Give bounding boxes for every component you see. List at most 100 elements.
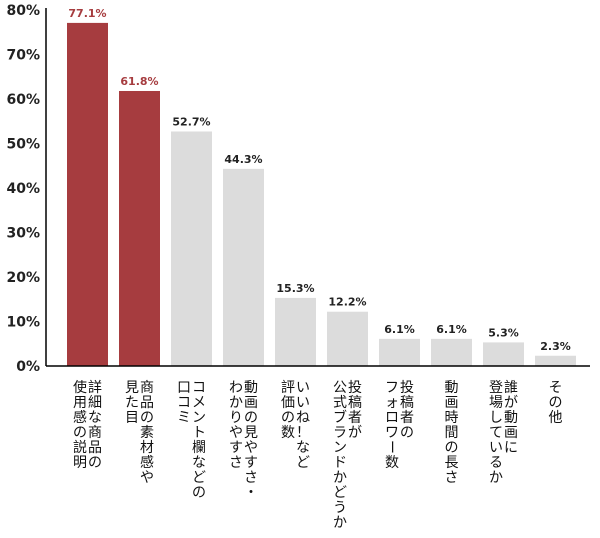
category-label-char: す (244, 455, 258, 471)
category-label-char: 商 (88, 425, 102, 441)
category-label-char: 者 (400, 410, 414, 426)
bar (275, 297, 316, 366)
category-label-char: 動 (244, 380, 258, 396)
category-label-char: な (88, 410, 102, 426)
category-label-char: 動 (504, 410, 518, 426)
category-label-char: 感 (73, 409, 87, 426)
category-label-char: た (125, 395, 139, 411)
category-label-char: の (549, 395, 563, 411)
category-label-char: 材 (140, 440, 154, 456)
data-label: 15.3% (276, 282, 314, 295)
category-label-char: い (296, 380, 310, 396)
category-label-char: ど (296, 455, 310, 471)
category-label-char: 画 (244, 395, 258, 411)
category-label-char: 素 (140, 425, 154, 441)
category-label-char: 品 (88, 440, 102, 456)
category-label-char: 説 (73, 440, 87, 456)
category-label-char: う (333, 500, 347, 516)
y-tick-label: 70% (6, 48, 40, 64)
category-label-char: か (333, 515, 347, 531)
category-label-char: 目 (125, 410, 139, 426)
category-label-char: か (333, 470, 347, 486)
category-label-char: ド (333, 455, 347, 471)
category-label-char: ォ (385, 395, 399, 411)
y-tick-label: 10% (6, 315, 40, 331)
category-label-char: ン (192, 410, 206, 426)
category-label-char: が (504, 395, 518, 411)
category-label-char: 画 (504, 425, 518, 441)
bar (431, 338, 472, 366)
category-label-char: し (489, 410, 503, 426)
data-label: 44.3% (224, 153, 262, 166)
data-label: 5.3% (488, 326, 519, 339)
bar (535, 355, 576, 366)
category-label-char: や (244, 440, 258, 456)
category-label-char: さ (244, 470, 258, 486)
category-label-char: ミ (177, 410, 191, 426)
category-label-char: ね (296, 410, 310, 426)
data-label: 61.8% (120, 75, 158, 88)
category-label-char: 誰 (504, 380, 518, 396)
category-label-char: 細 (88, 395, 102, 411)
category-label-char: 口 (177, 380, 191, 396)
bar (327, 311, 368, 366)
y-tick-label: 50% (6, 137, 40, 153)
y-tick-label: 20% (6, 270, 40, 286)
category-label-char: の (88, 455, 102, 471)
category-label-char: や (229, 425, 243, 441)
y-tick-label: 80% (6, 3, 40, 19)
category-label-char: す (229, 440, 243, 456)
category-label-char: わ (229, 380, 243, 396)
category-label-char: 時 (445, 410, 459, 426)
category-label-char: 動 (445, 380, 459, 396)
category-label-char: 感 (140, 454, 154, 471)
category-label-char: 投 (348, 380, 362, 396)
category-label-char: 用 (73, 395, 87, 411)
category-label-char: の (244, 410, 258, 426)
category-label-char: て (489, 425, 503, 441)
category-label-char: 登 (489, 380, 503, 396)
category-label-char: ど (192, 470, 206, 486)
data-label: 6.1% (384, 323, 415, 336)
category-label-char: か (229, 395, 243, 411)
category-label-char: の (192, 485, 206, 501)
category-label-char: な (296, 440, 310, 456)
category-label-char: 明 (73, 455, 87, 471)
category-label-char: コ (192, 380, 206, 396)
bar (171, 131, 212, 366)
category-label-char: の (140, 410, 154, 426)
category-label-char: り (229, 410, 243, 426)
category-label-char: か (489, 470, 503, 486)
data-labels: 77.1% 61.8% 52.7% 44.3% 15.3% 12.2% 6.1% 6.1% 5.… (68, 7, 570, 353)
category-label-char: 他 (549, 410, 563, 426)
category-label-char: ー (383, 440, 399, 454)
category-label-char: に (504, 440, 518, 456)
data-label: 2.3% (540, 340, 571, 353)
category-label-char: 品 (140, 395, 154, 411)
category-label-char: メ (192, 395, 206, 411)
category-label-char: ワ (385, 425, 399, 441)
category-label-char: さ (229, 455, 243, 471)
data-label: 52.7% (172, 115, 210, 128)
category-label-char: 間 (445, 425, 459, 441)
category-label-char: ラ (333, 425, 347, 441)
category-label-char: 画 (445, 395, 459, 411)
category-label-char: 見 (125, 380, 139, 396)
category-label-char: が (348, 425, 362, 441)
category-labels: 詳細な商品の使用感の説明商品の素材感や見た目コメント欄などの口コミ動画の見やすさ… (73, 379, 563, 531)
category-label-char: 稿 (400, 395, 414, 411)
category-label-char: 投 (400, 380, 414, 396)
category-label-char: ン (333, 440, 347, 456)
category-label-char: そ (549, 380, 563, 396)
category-label-char: 場 (489, 395, 503, 411)
category-label-char: コ (177, 395, 191, 411)
data-label: 77.1% (68, 7, 106, 20)
category-label-char: 稿 (348, 395, 362, 411)
bars (67, 22, 576, 367)
